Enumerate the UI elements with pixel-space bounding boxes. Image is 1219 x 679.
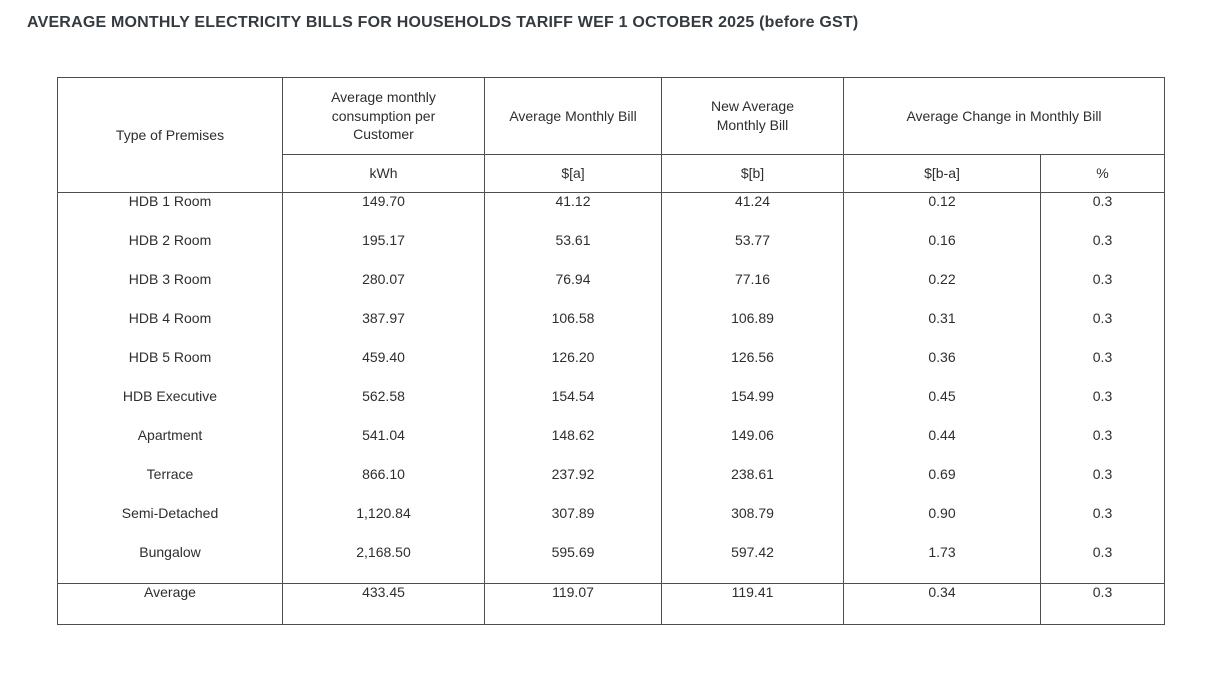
cell-premises: HDB 4 Room [57,310,283,349]
subheader-percent: % [1039,154,1166,193]
cell-change-pct: 0.3 [1039,544,1166,584]
cell-change-pct: 0.3 [1039,388,1166,427]
table-row: HDB 4 Room 387.97 106.58 106.89 0.31 0.3 [57,310,1166,349]
cell-change-amt: 0.31 [843,310,1041,349]
subheader-dollar-b-minus-a: $[b-a] [843,154,1041,193]
page-title: AVERAGE MONTHLY ELECTRICITY BILLS FOR HO… [27,14,859,31]
cell-kwh: 2,168.50 [282,544,485,584]
cell-change-amt: 0.90 [843,505,1041,544]
cell-change-pct: 0.3 [1039,505,1166,544]
cell-change-amt: 1.73 [843,544,1041,584]
cell-bill-a: 595.69 [484,544,662,584]
cell-change-amt: 0.22 [843,271,1041,310]
table-row: HDB Executive 562.58 154.54 154.99 0.45 … [57,388,1166,427]
table-body: HDB 1 Room 149.70 41.12 41.24 0.12 0.3 H… [57,192,1166,584]
cell-bill-a: 106.58 [484,310,662,349]
cell-bill-a: 237.92 [484,466,662,505]
cell-change-amt: 0.44 [843,427,1041,466]
cell-change-amt: 0.36 [843,349,1041,388]
table-row: HDB 1 Room 149.70 41.12 41.24 0.12 0.3 [57,192,1166,232]
cell-premises: Terrace [57,466,283,505]
cell-bill-a: 41.12 [484,192,662,232]
cell-bill-a: 119.07 [484,583,662,625]
cell-kwh: 866.10 [282,466,485,505]
table-row: Bungalow 2,168.50 595.69 597.42 1.73 0.3 [57,544,1166,584]
cell-bill-b: 77.16 [661,271,844,310]
cell-premises: Apartment [57,427,283,466]
cell-bill-a: 53.61 [484,232,662,271]
table-row: HDB 2 Room 195.17 53.61 53.77 0.16 0.3 [57,232,1166,271]
cell-kwh: 195.17 [282,232,485,271]
cell-kwh: 387.97 [282,310,485,349]
cell-premises: HDB Executive [57,388,283,427]
cell-bill-a: 307.89 [484,505,662,544]
cell-bill-b: 238.61 [661,466,844,505]
cell-bill-b: 106.89 [661,310,844,349]
cell-premises: HDB 5 Room [57,349,283,388]
cell-change-pct: 0.3 [1039,310,1166,349]
table-footer: Average 433.45 119.07 119.41 0.34 0.3 [57,583,1166,625]
table-row: HDB 5 Room 459.40 126.20 126.56 0.36 0.3 [57,349,1166,388]
cell-bill-b: 53.77 [661,232,844,271]
cell-bill-a: 148.62 [484,427,662,466]
cell-change-amt: 0.16 [843,232,1041,271]
cell-bill-b: 126.56 [661,349,844,388]
table-row: Semi-Detached 1,120.84 307.89 308.79 0.9… [57,505,1166,544]
cell-bill-a: 154.54 [484,388,662,427]
cell-bill-b: 308.79 [661,505,844,544]
cell-kwh: 562.58 [282,388,485,427]
cell-bill-a: 76.94 [484,271,662,310]
cell-bill-b: 597.42 [661,544,844,584]
electricity-bills-table: Type of Premises Average monthly consump… [57,77,1166,625]
cell-kwh: 280.07 [282,271,485,310]
cell-premises: HDB 3 Room [57,271,283,310]
table-header: Type of Premises Average monthly consump… [57,77,1166,193]
cell-premises: Bungalow [57,544,283,584]
cell-change-pct: 0.3 [1039,271,1166,310]
col-header-avg-bill: Average Monthly Bill [484,77,662,155]
cell-change-pct: 0.3 [1039,192,1166,232]
cell-change-pct: 0.3 [1039,466,1166,505]
cell-change-amt: 0.34 [843,583,1041,625]
cell-change-pct: 0.3 [1039,583,1166,625]
cell-bill-b: 119.41 [661,583,844,625]
subheader-dollar-b: $[b] [661,154,844,193]
col-header-new-avg-bill: New Average Monthly Bill [661,77,844,155]
table-row: Apartment 541.04 148.62 149.06 0.44 0.3 [57,427,1166,466]
col-header-premises: Type of Premises [57,77,283,193]
cell-change-pct: 0.3 [1039,349,1166,388]
cell-kwh: 541.04 [282,427,485,466]
footer-row-average: Average 433.45 119.07 119.41 0.34 0.3 [57,583,1166,625]
cell-kwh: 459.40 [282,349,485,388]
cell-kwh: 149.70 [282,192,485,232]
subheader-kwh: kWh [282,154,485,193]
table-row: HDB 3 Room 280.07 76.94 77.16 0.22 0.3 [57,271,1166,310]
cell-premises: HDB 1 Room [57,192,283,232]
cell-premises: Semi-Detached [57,505,283,544]
cell-change-pct: 0.3 [1039,232,1166,271]
cell-premises: Average [57,583,283,625]
col-header-change: Average Change in Monthly Bill [842,77,1166,155]
header-row-units: kWh $[a] $[b] $[b-a] % [58,154,1166,193]
cell-premises: HDB 2 Room [57,232,283,271]
cell-change-amt: 0.69 [843,466,1041,505]
cell-change-amt: 0.12 [843,192,1041,232]
cell-bill-b: 41.24 [661,192,844,232]
cell-kwh: 1,120.84 [282,505,485,544]
table-row: Terrace 866.10 237.92 238.61 0.69 0.3 [57,466,1166,505]
cell-bill-b: 149.06 [661,427,844,466]
subheader-dollar-a: $[a] [484,154,662,193]
cell-change-amt: 0.45 [843,388,1041,427]
cell-bill-a: 126.20 [484,349,662,388]
cell-kwh: 433.45 [282,583,485,625]
cell-bill-b: 154.99 [661,388,844,427]
header-row-groups: Type of Premises Average monthly consump… [57,77,1166,193]
col-header-consumption: Average monthly consumption per Customer [282,77,485,155]
cell-change-pct: 0.3 [1039,427,1166,466]
